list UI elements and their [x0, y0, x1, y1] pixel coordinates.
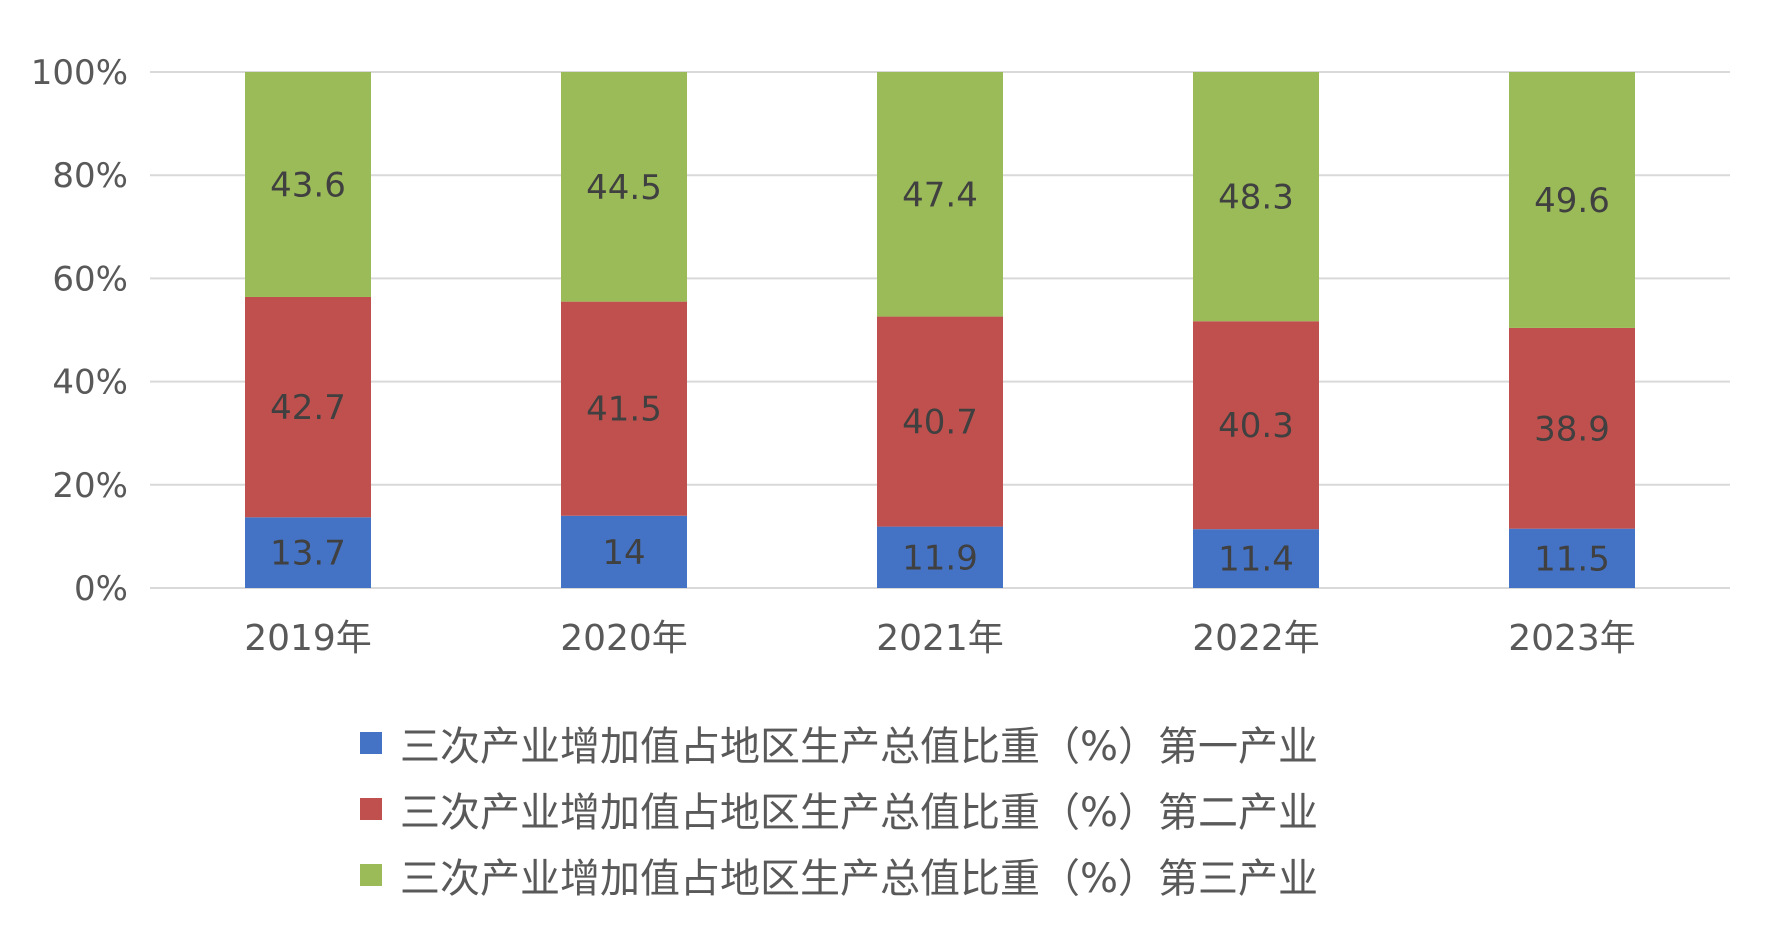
x-category-label: 2019年 [244, 618, 372, 659]
y-tick-label: 20% [52, 466, 128, 506]
data-label-primary-2: 11.9 [902, 538, 978, 578]
x-category-label: 2022年 [1192, 618, 1320, 659]
legend-label-secondary: 三次产业增加值占地区生产总值比重（%）第二产业 [400, 790, 1319, 836]
data-label-tertiary-2: 47.4 [902, 175, 978, 215]
y-tick-label: 60% [52, 259, 128, 299]
legend: 三次产业增加值占地区生产总值比重（%）第一产业 三次产业增加值占地区生产总值比重… [360, 710, 1460, 908]
bar-segment-primary-1 [561, 515, 687, 588]
bar-segment-secondary-1 [561, 301, 687, 516]
data-label-tertiary-3: 48.3 [1218, 178, 1294, 218]
data-label-secondary-0: 42.7 [270, 388, 346, 428]
x-category-label: 2020年 [560, 618, 688, 659]
x-category-label: 2023年 [1508, 618, 1636, 659]
y-tick-label: 80% [52, 156, 128, 196]
x-category-label: 2021年 [876, 618, 1004, 659]
bar-segment-primary-2 [877, 526, 1003, 588]
legend-item-primary-industry: 三次产业增加值占地区生产总值比重（%）第一产业 [360, 710, 1460, 776]
y-tick-label: 40% [52, 363, 128, 403]
bar-segment-secondary-0 [245, 296, 371, 518]
data-label-primary-1: 14 [602, 533, 645, 573]
bar-segment-primary-0 [245, 517, 371, 588]
data-label-secondary-3: 40.3 [1218, 406, 1294, 446]
bar-segment-primary-3 [1193, 529, 1319, 588]
bar-segment-tertiary-4 [1509, 72, 1635, 328]
bars [245, 72, 1635, 588]
data-label-secondary-2: 40.7 [902, 403, 978, 443]
data-label-primary-0: 13.7 [270, 534, 346, 574]
legend-label-tertiary: 三次产业增加值占地区生产总值比重（%）第三产业 [400, 856, 1319, 902]
bar-segment-primary-4 [1509, 528, 1635, 588]
data-labels: 13.7 42.7 43.6 14 41.5 44.5 11.9 40.7 47.4 11.4 40… [270, 165, 1610, 579]
bar-segment-tertiary-3 [1193, 72, 1319, 322]
bar-segment-tertiary-0 [245, 72, 371, 297]
bar-segment-tertiary-2 [877, 72, 1003, 317]
legend-item-tertiary-industry: 三次产业增加值占地区生产总值比重（%）第三产业 [360, 842, 1460, 908]
data-label-tertiary-1: 44.5 [586, 168, 662, 208]
y-axis-tick-labels: 0% 20% 40% 60% 80% 100% [31, 53, 128, 609]
legend-label-primary: 三次产业增加值占地区生产总值比重（%）第一产业 [400, 724, 1319, 770]
data-label-primary-4: 11.5 [1534, 539, 1610, 579]
y-tick-label: 0% [74, 569, 128, 609]
bar-segment-secondary-4 [1509, 327, 1635, 529]
x-axis-category-labels: 2019年 2020年 2021年 2022年 2023年 [244, 618, 1636, 659]
data-label-tertiary-0: 43.6 [270, 165, 346, 205]
data-label-primary-3: 11.4 [1218, 540, 1294, 580]
data-label-tertiary-4: 49.6 [1534, 181, 1610, 221]
legend-swatch-tertiary [360, 864, 382, 886]
legend-item-secondary-industry: 三次产业增加值占地区生产总值比重（%）第二产业 [360, 776, 1460, 842]
bar-segment-secondary-3 [1193, 321, 1319, 530]
data-label-secondary-1: 41.5 [586, 390, 662, 430]
legend-swatch-primary [360, 732, 382, 754]
bar-segment-tertiary-1 [561, 72, 687, 302]
data-label-secondary-4: 38.9 [1534, 409, 1610, 449]
y-tick-label: 100% [31, 53, 128, 93]
legend-swatch-secondary [360, 798, 382, 820]
bar-segment-secondary-2 [877, 316, 1003, 527]
